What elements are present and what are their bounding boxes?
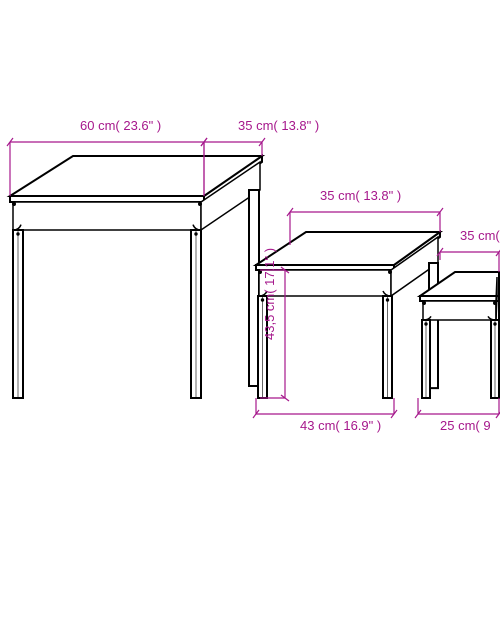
- dimension-label: 43,5 cm( 17.1" ): [262, 248, 277, 340]
- dimension-label: 60 cm( 23.6" ): [80, 118, 161, 133]
- large-table: [10, 156, 262, 398]
- dimension-label: 25 cm( 9: [440, 418, 491, 433]
- dimension-medium-width: 43 cm( 16.9" ): [253, 398, 397, 433]
- dimension-label: 35 cm( 13.8" ): [238, 118, 319, 133]
- dimension-label: 43 cm( 16.9" ): [300, 418, 381, 433]
- dimension-small-width: 25 cm( 9: [415, 398, 500, 433]
- medium-table: [256, 232, 440, 398]
- dimension-label: 35 cm( 1: [460, 228, 500, 243]
- dimension-small-depth: 35 cm( 1: [437, 228, 500, 272]
- dimension-label: 35 cm( 13.8" ): [320, 188, 401, 203]
